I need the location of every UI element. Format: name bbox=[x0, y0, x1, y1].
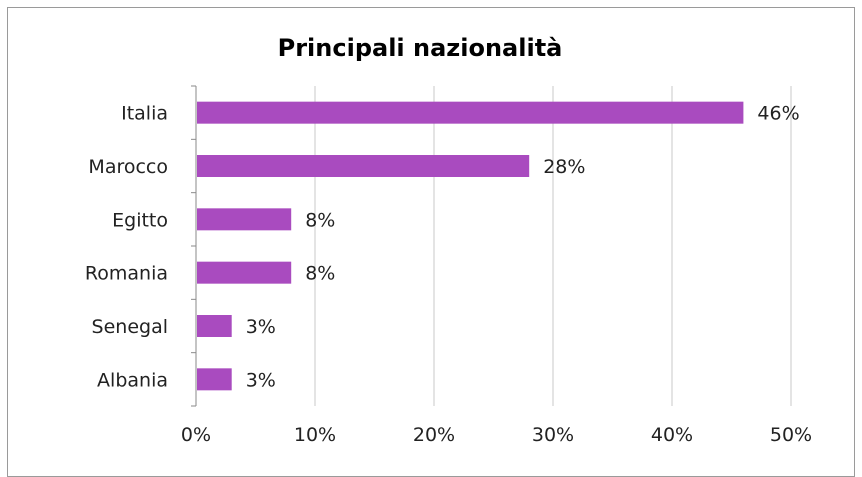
grid-lines bbox=[314, 86, 792, 406]
category-label: Italia bbox=[121, 103, 168, 125]
category-label: Senegal bbox=[92, 316, 168, 338]
category-label: Romania bbox=[85, 263, 168, 285]
chart-title: Principali nazionalità bbox=[278, 34, 563, 62]
data-label: 3% bbox=[246, 316, 276, 338]
bar bbox=[197, 208, 292, 231]
category-label: Marocco bbox=[88, 156, 168, 178]
chart-frame bbox=[7, 7, 855, 477]
category-label: Albania bbox=[97, 369, 168, 391]
bar bbox=[197, 155, 530, 177]
data-label: 8% bbox=[305, 263, 335, 285]
category-label: Egitto bbox=[112, 209, 168, 231]
x-tick-label: 10% bbox=[294, 424, 336, 446]
x-tick-label: 0% bbox=[181, 424, 211, 446]
bar bbox=[197, 101, 744, 124]
bar bbox=[197, 261, 292, 284]
bar bbox=[197, 315, 232, 337]
x-tick-label: 20% bbox=[413, 424, 455, 446]
x-tick-label: 40% bbox=[651, 424, 693, 446]
x-tick-label: 30% bbox=[532, 424, 574, 446]
data-label: 28% bbox=[543, 156, 585, 178]
data-label: 8% bbox=[305, 209, 335, 231]
bars bbox=[197, 101, 744, 391]
bar bbox=[197, 368, 232, 391]
x-tick-label: 50% bbox=[770, 424, 812, 446]
category-axis bbox=[191, 85, 197, 407]
data-label: 46% bbox=[757, 103, 799, 125]
labels: 0% 10% 20% 30% 40% 50% Italia 46% Marocco 28% Egit… bbox=[85, 103, 812, 446]
data-label: 3% bbox=[246, 369, 276, 391]
